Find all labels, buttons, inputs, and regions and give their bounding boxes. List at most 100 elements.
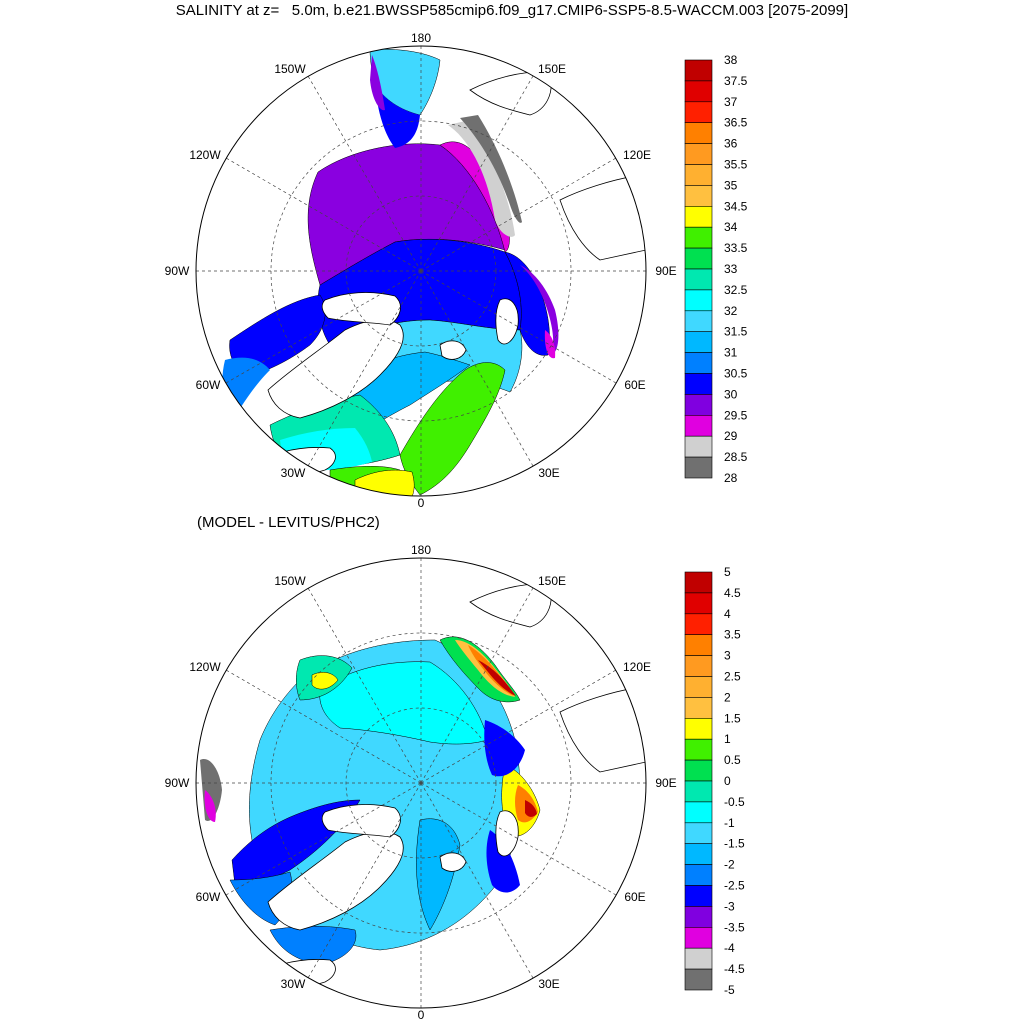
colorbar-bottom-tick-label: -3.5	[724, 920, 745, 934]
colorbar-bottom-tick-label: 4.5	[724, 586, 741, 600]
colorbar-bottom-tick-label: -2.5	[724, 879, 745, 893]
colorbar-top-tick-label: 30	[724, 387, 738, 401]
colorbar-top-swatch	[684, 122, 713, 144]
bottom-label-120e: 120E	[623, 660, 651, 674]
colorbar-bottom-tick-label: 4	[724, 607, 731, 621]
colorbar-top-tick-label: 31.5	[724, 325, 748, 339]
top-label-150w: 150W	[274, 62, 306, 76]
bottom-label-60w: 60W	[196, 890, 221, 904]
colorbar-top: 38 37.5 37 36.5 36 35.5 35 34.5 34 33.5 33 32.5 32 31…	[684, 53, 748, 485]
top-label-0: 0	[418, 496, 425, 510]
top-label-90e: 90E	[655, 264, 676, 278]
colorbar-bottom-swatch	[684, 822, 713, 844]
colorbar-bottom-swatch	[684, 926, 713, 949]
colorbar-top-swatch	[684, 59, 713, 82]
colorbar-top-tick-label: 29.5	[724, 408, 748, 422]
colorbar-top-swatch	[684, 247, 713, 270]
colorbar-top-swatch	[684, 352, 713, 374]
colorbar-bottom-swatch	[684, 801, 713, 824]
colorbar-top-swatch	[684, 101, 713, 124]
colorbar-bottom-swatch	[684, 968, 713, 991]
colorbar-bottom-tick-label: 2.5	[724, 670, 741, 684]
colorbar-top-tick-label: 30.5	[724, 367, 748, 381]
colorbar-bottom-swatch	[684, 592, 713, 615]
colorbar-bottom-swatch	[684, 676, 713, 698]
colorbar-top-swatch	[684, 289, 713, 312]
colorbar-top-swatch	[684, 143, 713, 165]
colorbar-top-tick-label: 35.5	[724, 158, 748, 172]
plot-title: SALINITY at z= 5.0m, b.e21.BWSSP585cmip6…	[175, 2, 849, 19]
colorbar-bottom-tick-label: 0	[724, 774, 731, 788]
colorbar-bottom-swatch	[684, 613, 713, 635]
colorbar-top-swatch	[684, 456, 713, 479]
colorbar-top-swatch	[684, 331, 713, 353]
colorbar-top-swatch	[684, 268, 713, 291]
colorbar-top-tick-label: 35	[724, 178, 738, 192]
colorbar-bottom-tick-label: -5	[724, 983, 735, 997]
colorbar-top-tick-label: 34	[724, 220, 738, 234]
colorbar-top-tick-label: 36	[724, 137, 738, 151]
colorbar-bottom-swatch	[684, 697, 713, 719]
colorbar-bottom-swatch	[684, 738, 713, 761]
bottom-label-150e: 150E	[538, 574, 566, 588]
colorbar-bottom-swatch	[684, 717, 713, 740]
colorbar-top-swatch	[684, 414, 713, 437]
colorbar-bottom-tick-label: 2	[724, 690, 731, 704]
bottom-label-120w: 120W	[189, 660, 221, 674]
colorbar-top-swatch	[684, 185, 713, 207]
top-label-60w: 60W	[196, 378, 221, 392]
colorbar-bottom-tick-label: 3	[724, 649, 731, 663]
colorbar-top-tick-label: 29	[724, 429, 738, 443]
colorbar-bottom-swatch	[684, 571, 713, 594]
top-polar-map: 180 150E 120E 90E 60E 30E 0 30W 60W 90W …	[165, 31, 677, 510]
colorbar-top-swatch	[684, 435, 713, 458]
colorbar-top-tick-label: 32	[724, 304, 738, 318]
colorbar-bottom-tick-label: 0.5	[724, 753, 741, 767]
colorbar-top-tick-label: 34.5	[724, 199, 748, 213]
colorbar-bottom-tick-label: 3.5	[724, 628, 741, 642]
colorbar-top-swatch	[684, 80, 713, 103]
colorbar-top-swatch	[684, 310, 713, 332]
colorbar-bottom-swatch	[684, 864, 713, 886]
colorbar-top-tick-label: 36.5	[724, 116, 748, 130]
top-map-boundary	[195, 45, 647, 497]
bottom-label-0: 0	[418, 1008, 425, 1022]
colorbar-bottom-swatch	[684, 634, 713, 656]
colorbar-top-swatch	[684, 226, 713, 249]
top-label-150e: 150E	[538, 62, 566, 76]
colorbar-top-tick-label: 32.5	[724, 283, 748, 297]
colorbar-top-tick-label: 33.5	[724, 241, 748, 255]
colorbar-bottom-tick-label: 1	[724, 732, 731, 746]
colorbar-bottom-tick-label: 5	[724, 565, 731, 579]
bottom-polar-map: 180 150E 120E 90E 60E 30E 0 30W 60W 90W …	[165, 543, 677, 1022]
colorbar-top-swatch	[684, 394, 713, 416]
colorbar-top-tick-label: 28.5	[724, 450, 748, 464]
bottom-label-180: 180	[411, 543, 431, 557]
colorbar-bottom-tick-label: -4.5	[724, 962, 745, 976]
colorbar-bottom: 5 4.5 4 3.5 3 2.5 2 1.5 1 0.5 0 -0.5 -1 -1.5 -2 -2.5 -3 -…	[684, 565, 745, 997]
top-label-30w: 30W	[281, 466, 306, 480]
bottom-label-60e: 60E	[624, 890, 645, 904]
colorbar-bottom-tick-label: -1	[724, 816, 735, 830]
colorbar-bottom-swatch	[684, 843, 713, 865]
colorbar-bottom-tick-label: -3	[724, 899, 735, 913]
colorbar-top-tick-label: 31	[724, 346, 738, 360]
colorbar-bottom-tick-label: -4	[724, 941, 735, 955]
colorbar-bottom-tick-label: -0.5	[724, 795, 745, 809]
colorbar-top-tick-label: 37	[724, 95, 738, 109]
bottom-label-30w: 30W	[281, 977, 306, 991]
colorbar-top-tick-label: 33	[724, 262, 738, 276]
colorbar-top-tick-label: 37.5	[724, 74, 748, 88]
difference-subtitle: (MODEL - LEVITUS/PHC2)	[197, 514, 380, 531]
bottom-label-150w: 150W	[274, 574, 306, 588]
top-label-90w: 90W	[165, 264, 190, 278]
bottom-map-boundary	[195, 557, 647, 1009]
top-label-120e: 120E	[623, 148, 651, 162]
colorbar-bottom-swatch	[684, 906, 713, 928]
bottom-label-90e: 90E	[655, 776, 676, 790]
bottom-label-30e: 30E	[538, 977, 559, 991]
colorbar-bottom-swatch	[684, 655, 713, 677]
colorbar-bottom-swatch	[684, 759, 713, 782]
colorbar-bottom-swatch	[684, 780, 713, 803]
